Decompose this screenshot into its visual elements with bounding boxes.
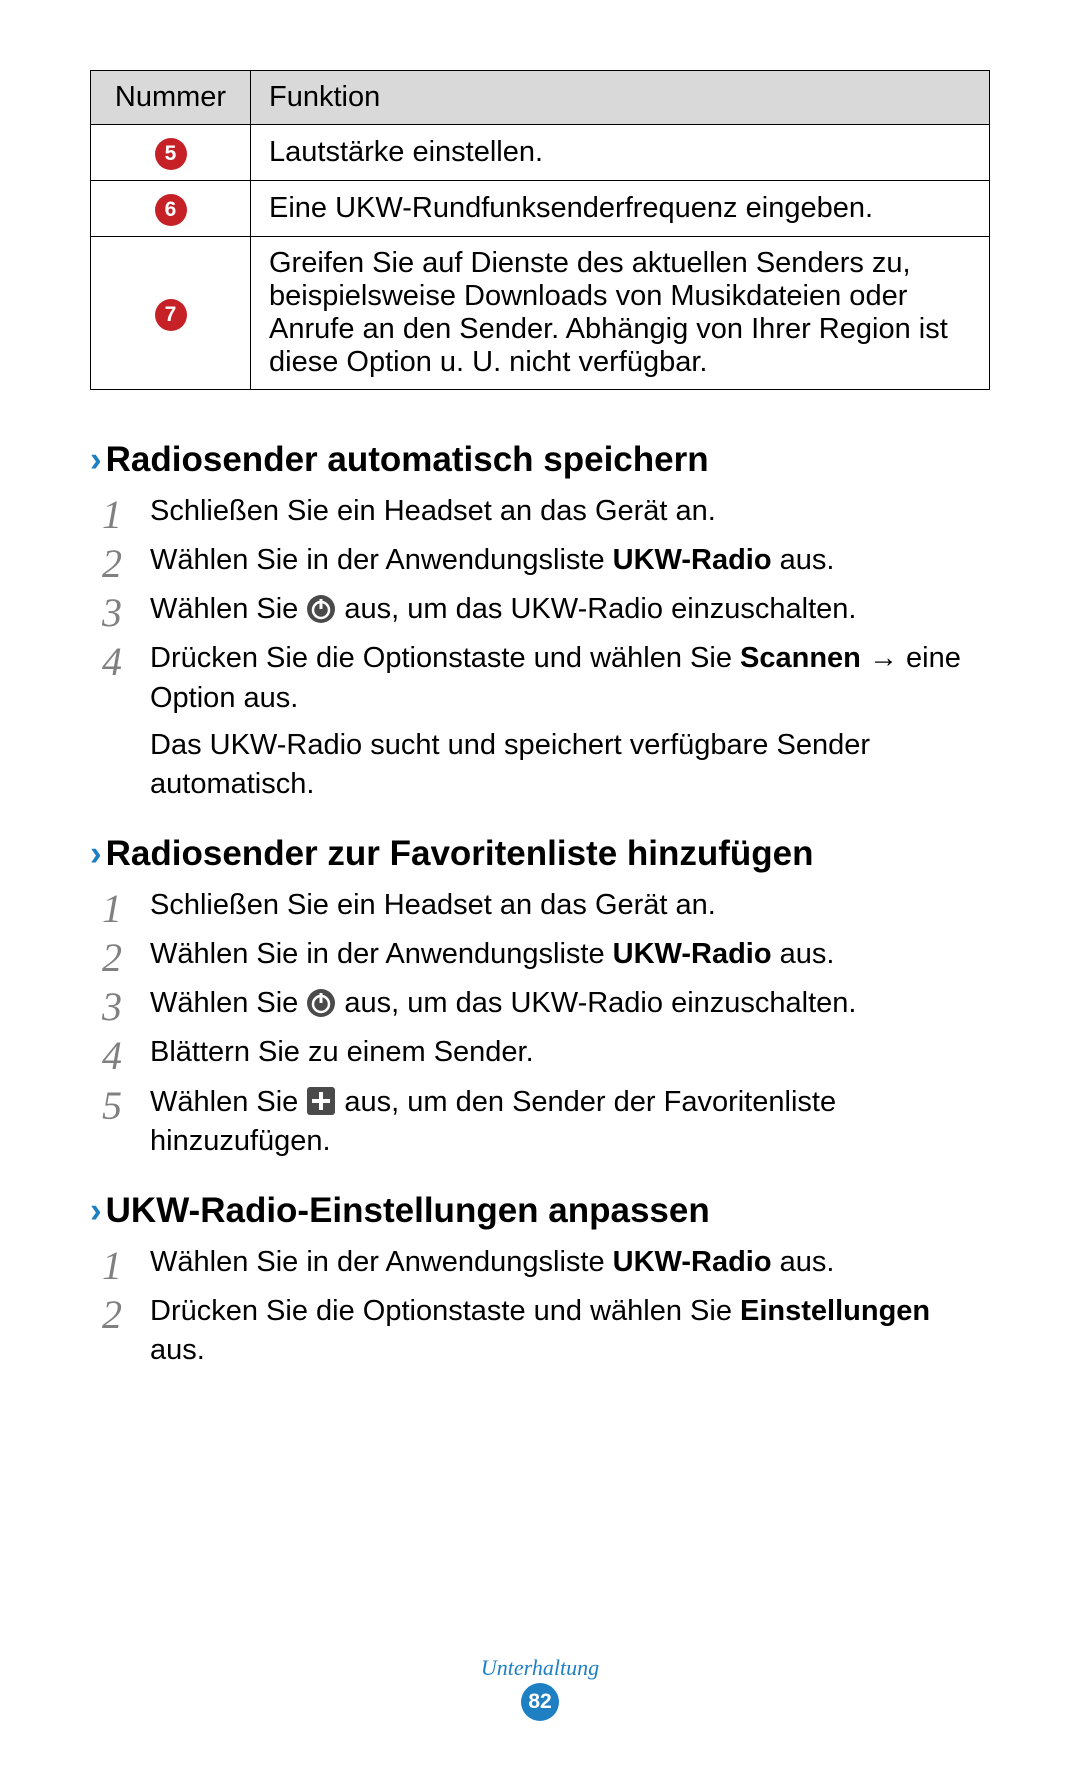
step-item: Wählen Sie aus, um das UKW-Radio einzusc… [90, 590, 990, 629]
row-function-cell: Lautstärke einstellen. [251, 125, 990, 181]
step-item: Schließen Sie ein Headset an das Gerät a… [90, 492, 990, 531]
steps-settings: Wählen Sie in der Anwendungsliste UKW-Ra… [90, 1243, 990, 1370]
steps-favorites: Schließen Sie ein Headset an das Gerät a… [90, 886, 990, 1161]
table-row: 6 Eine UKW-Rundfunksenderfrequenz eingeb… [91, 181, 990, 237]
plus-icon [306, 1086, 336, 1116]
step-item: Wählen Sie aus, um das UKW-Radio einzusc… [90, 984, 990, 1023]
header-function: Funktion [251, 71, 990, 125]
step-text: aus. [772, 544, 835, 576]
step-item: Blättern Sie zu einem Sender. [90, 1033, 990, 1072]
step-text: Wählen Sie in der Anwendungsliste [150, 1246, 613, 1278]
chevron-icon: › [90, 834, 102, 873]
step-bold: UKW-Radio [613, 938, 772, 970]
step-text: aus, um das UKW-Radio einzuschalten. [336, 593, 856, 625]
step-text: Wählen Sie [150, 1086, 306, 1118]
step-text: Schließen Sie ein Headset an das Gerät a… [150, 495, 716, 527]
section-heading-auto-save: ›Radiosender automatisch speichern [90, 440, 990, 480]
step-text: aus. [150, 1334, 205, 1366]
heading-text: Radiosender automatisch speichern [106, 440, 709, 479]
step-text: Drücken Sie die Optionstaste und wählen … [150, 1295, 740, 1327]
row-function-cell: Greifen Sie auf Dienste des aktuellen Se… [251, 237, 990, 390]
number-badge-icon: 7 [155, 299, 187, 331]
step-bold: UKW-Radio [613, 1246, 772, 1278]
row-number-cell: 7 [91, 237, 251, 390]
step-text: Wählen Sie in der Anwendungsliste [150, 938, 613, 970]
step-text: Schließen Sie ein Headset an das Gerät a… [150, 889, 716, 921]
table-row: 7 Greifen Sie auf Dienste des aktuellen … [91, 237, 990, 390]
step-text: Wählen Sie in der Anwendungsliste [150, 544, 613, 576]
step-text: aus. [772, 938, 835, 970]
step-item: Wählen Sie aus, um den Sender der Favori… [90, 1083, 990, 1161]
heading-text: Radiosender zur Favoritenliste hinzufüge… [106, 834, 814, 873]
page-number-badge: 82 [521, 1683, 559, 1721]
step-subtext: Das UKW-Radio sucht und speichert verfüg… [150, 726, 990, 804]
step-item: Drücken Sie die Optionstaste und wählen … [90, 639, 990, 804]
step-text: aus, um das UKW-Radio einzuschalten. [336, 987, 856, 1019]
table-header-row: Nummer Funktion [91, 71, 990, 125]
section-heading-settings: ›UKW-Radio-Einstellungen anpassen [90, 1191, 990, 1231]
step-item: Wählen Sie in der Anwendungsliste UKW-Ra… [90, 1243, 990, 1282]
step-text: Blättern Sie zu einem Sender. [150, 1036, 534, 1068]
step-item: Schließen Sie ein Headset an das Gerät a… [90, 886, 990, 925]
step-bold: UKW-Radio [613, 544, 772, 576]
power-icon [306, 594, 336, 624]
step-text: Wählen Sie [150, 987, 306, 1019]
power-icon [306, 988, 336, 1018]
row-number-cell: 6 [91, 181, 251, 237]
step-item: Wählen Sie in der Anwendungsliste UKW-Ra… [90, 541, 990, 580]
section-heading-favorites: ›Radiosender zur Favoritenliste hinzufüg… [90, 834, 990, 874]
chevron-icon: › [90, 440, 102, 479]
step-item: Drücken Sie die Optionstaste und wählen … [90, 1292, 990, 1370]
step-text: aus. [772, 1246, 835, 1278]
heading-text: UKW-Radio-Einstellungen anpassen [106, 1191, 710, 1230]
page-footer: Unterhaltung 82 [0, 1655, 1080, 1721]
step-bold: Scannen [740, 642, 861, 674]
row-number-cell: 5 [91, 125, 251, 181]
footer-category: Unterhaltung [0, 1655, 1080, 1681]
step-bold: Einstellungen [740, 1295, 930, 1327]
step-text: Drücken Sie die Optionstaste und wählen … [150, 642, 740, 674]
function-table: Nummer Funktion 5 Lautstärke einstellen.… [90, 70, 990, 390]
step-text: Wählen Sie [150, 593, 306, 625]
number-badge-icon: 5 [155, 138, 187, 170]
table-row: 5 Lautstärke einstellen. [91, 125, 990, 181]
row-function-cell: Eine UKW-Rundfunksenderfrequenz eingeben… [251, 181, 990, 237]
steps-auto-save: Schließen Sie ein Headset an das Gerät a… [90, 492, 990, 804]
chevron-icon: › [90, 1191, 102, 1230]
step-item: Wählen Sie in der Anwendungsliste UKW-Ra… [90, 935, 990, 974]
header-number: Nummer [91, 71, 251, 125]
number-badge-icon: 6 [155, 194, 187, 226]
